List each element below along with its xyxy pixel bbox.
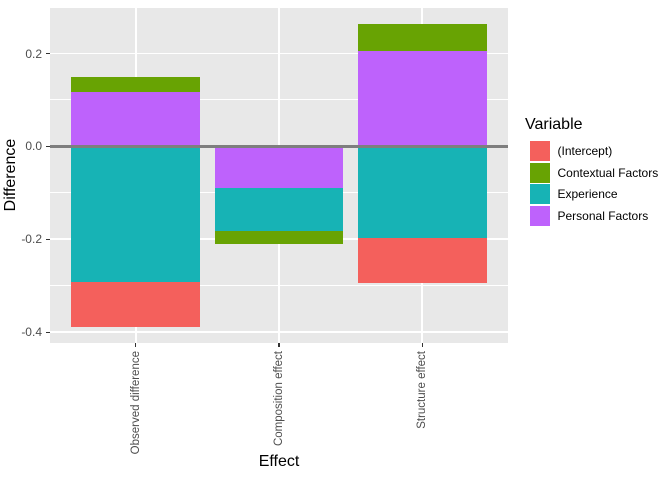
bar-segment: [214, 187, 344, 232]
x-axis-tick-label-text: Observed difference: [129, 351, 142, 455]
bar-segment: [357, 237, 487, 284]
y-axis-tick-mark: [46, 238, 50, 240]
zero-line: [50, 144, 508, 148]
legend-key-swatch: [529, 184, 550, 204]
x-axis-tick-mark: [278, 343, 280, 347]
bar-segment: [71, 146, 201, 282]
y-axis-tick-label: 0.0: [25, 139, 42, 154]
x-axis-tick-label-text: Structure effect: [416, 351, 429, 429]
y-axis-tick-label: -0.2: [21, 232, 42, 247]
legend-label: Experience: [557, 187, 618, 201]
plot-panel: [50, 8, 508, 343]
legend-entry: (Intercept): [529, 141, 671, 161]
bar-segment: [71, 92, 201, 147]
y-axis-tick-mark: [46, 52, 50, 55]
legend-title: Variable: [525, 116, 583, 133]
legend: Variable (Intercept) Contextual Factors Ex…: [525, 116, 670, 227]
bar-segment: [214, 146, 344, 188]
x-axis-tick-mark: [135, 343, 137, 347]
legend-key-swatch: [529, 205, 550, 226]
x-axis-tick-mark: [421, 343, 423, 347]
bar-segment: [357, 50, 487, 147]
x-axis-tick-label-text: Composition effect: [273, 351, 285, 447]
y-axis-tick-label: -0.4: [21, 325, 42, 340]
y-axis-tick-mark: [46, 145, 50, 148]
legend-label: Personal Factors: [557, 208, 649, 223]
bar-segment: [357, 146, 487, 238]
legend-entries: (Intercept) Contextual Factors Experience P…: [525, 141, 670, 226]
bar-segment: [71, 281, 201, 327]
legend-key-swatch: [529, 162, 550, 183]
bar-segment: [357, 23, 487, 51]
y-axis-tick-label: 0.2: [25, 46, 42, 61]
legend-label: (Intercept): [557, 144, 613, 158]
legend-key-swatch: [529, 141, 550, 161]
legend-entry: Experience: [529, 184, 671, 204]
bar-segment: [71, 76, 201, 93]
legend-label: Contextual Factors: [557, 165, 659, 180]
x-axis-title: Effect: [258, 453, 300, 470]
bar-segment: [214, 231, 344, 244]
y-axis-tick-mark: [46, 331, 50, 333]
legend-entry: Contextual Factors: [529, 162, 671, 183]
legend-entry: Personal Factors: [529, 205, 671, 226]
